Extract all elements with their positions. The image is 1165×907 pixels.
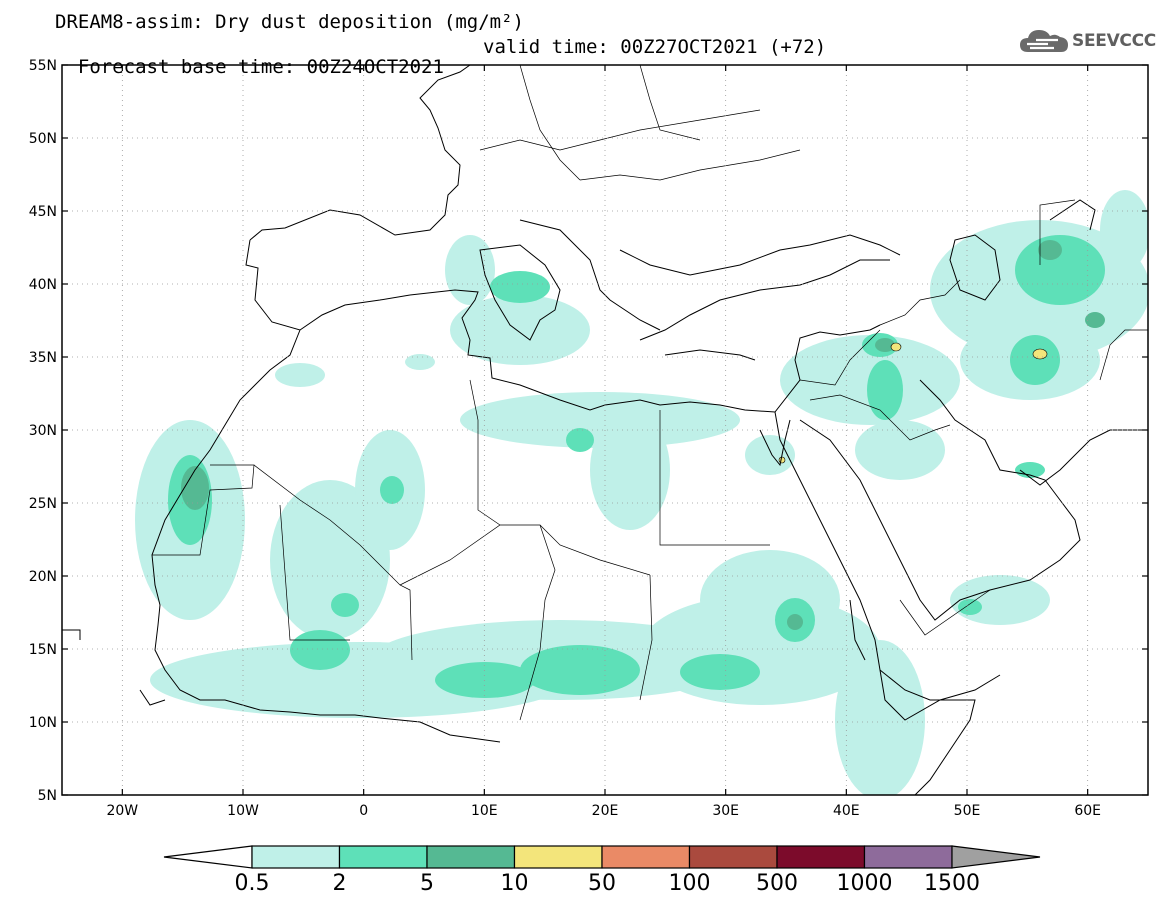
lat-tick-label: 20N <box>29 569 57 585</box>
colorbar-swatch <box>688 845 778 869</box>
colorbar-label: 5 <box>420 871 434 896</box>
lat-tick-label: 15N <box>29 642 57 658</box>
lat-tick-label: 25N <box>29 496 57 512</box>
lon-tick-label: 10W <box>227 803 259 819</box>
lat-tick-label: 5N <box>38 788 57 804</box>
colorbar-swatch <box>426 845 516 869</box>
lon-tick-label: 20W <box>106 803 138 819</box>
colorbar-swatch <box>251 845 341 869</box>
map-title: DREAM8-assim: Dry dust deposition (mg/m²… <box>55 11 524 33</box>
country-borders <box>152 65 1148 721</box>
colorbar: 0.5 2 5 10 50 100 500 1000 1500 <box>163 845 1041 896</box>
latitude-axis: 5N 10N 15N 20N 25N 30N 35N 40N 45N 50N 55N <box>29 58 1148 804</box>
lat-tick-label: 10N <box>29 715 57 731</box>
lat-tick-label: 50N <box>29 131 57 147</box>
coastlines <box>62 65 1148 795</box>
colorbar-label: 50 <box>588 871 616 896</box>
colorbar-swatch <box>601 845 691 869</box>
lat-tick-label: 45N <box>29 204 57 220</box>
deposition-level-0_5-2 <box>135 190 1148 795</box>
lon-tick-label: 40E <box>833 803 860 819</box>
map-subtitle: Forecast base time: 00Z24OCT2021 valid t… <box>55 37 826 97</box>
colorbar-swatch <box>513 845 603 869</box>
lon-tick-label: 0 <box>359 803 368 819</box>
colorbar-label: 100 <box>669 871 711 896</box>
colorbar-label: 500 <box>756 871 798 896</box>
colorbar-swatch <box>776 845 866 869</box>
lat-tick-label: 30N <box>29 423 57 439</box>
deposition-level-5-10 <box>181 240 1105 630</box>
colorbar-label: 2 <box>333 871 347 896</box>
lon-tick-label: 50E <box>954 803 981 819</box>
seevccc-logo: SEEVCCC <box>1018 26 1156 56</box>
lon-tick-label: 20E <box>592 803 619 819</box>
colorbar-swatch <box>863 845 953 869</box>
lon-tick-label: 10E <box>471 803 498 819</box>
base-time-label: Forecast base time: 00Z24OCT2021 <box>77 56 444 78</box>
colorbar-label: 10 <box>501 871 529 896</box>
colorbar-under-triangle <box>163 845 253 869</box>
logo-text: SEEVCCC <box>1072 31 1156 51</box>
cloud-icon <box>1020 30 1068 52</box>
lon-tick-label: 60E <box>1074 803 1101 819</box>
lat-tick-label: 55N <box>29 58 57 74</box>
longitude-axis: 20W 10W 0 10E 20E 30E 40E 50E 60E <box>106 65 1101 819</box>
colorbar-label: 1500 <box>924 871 980 896</box>
deposition-shading <box>135 190 1148 795</box>
colorbar-label: 1000 <box>837 871 893 896</box>
colorbar-over-triangle <box>951 845 1041 869</box>
colorbar-swatch <box>338 845 428 869</box>
valid-time-label: valid time: 00Z27OCT2021 (+72) <box>483 36 827 58</box>
lat-tick-label: 35N <box>29 350 57 366</box>
lat-tick-label: 40N <box>29 277 57 293</box>
colorbar-label: 0.5 <box>235 871 270 896</box>
lon-tick-label: 30E <box>712 803 739 819</box>
